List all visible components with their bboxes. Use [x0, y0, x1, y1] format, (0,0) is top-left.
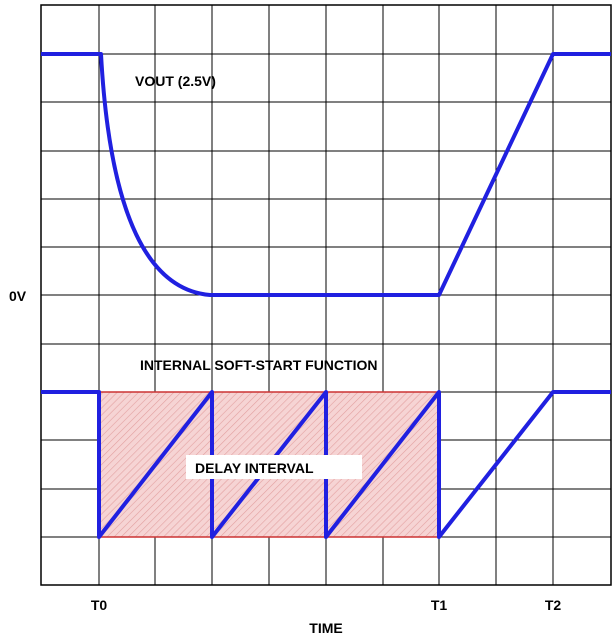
marker-t0: T0 — [91, 597, 108, 613]
marker-t2: T2 — [545, 597, 562, 613]
soft-start-label: INTERNAL SOFT-START FUNCTION — [140, 357, 377, 373]
zero-volt-label: 0V — [9, 288, 27, 304]
soft-start-waveform — [41, 390, 611, 539]
delay-interval-label: DELAY INTERVAL — [195, 460, 314, 476]
vout-waveform — [41, 52, 611, 297]
time-axis-label: TIME — [309, 620, 342, 636]
vout-label: VOUT (2.5V) — [135, 73, 216, 89]
delay-interval-label-bg — [186, 455, 362, 479]
marker-t1: T1 — [431, 597, 448, 613]
